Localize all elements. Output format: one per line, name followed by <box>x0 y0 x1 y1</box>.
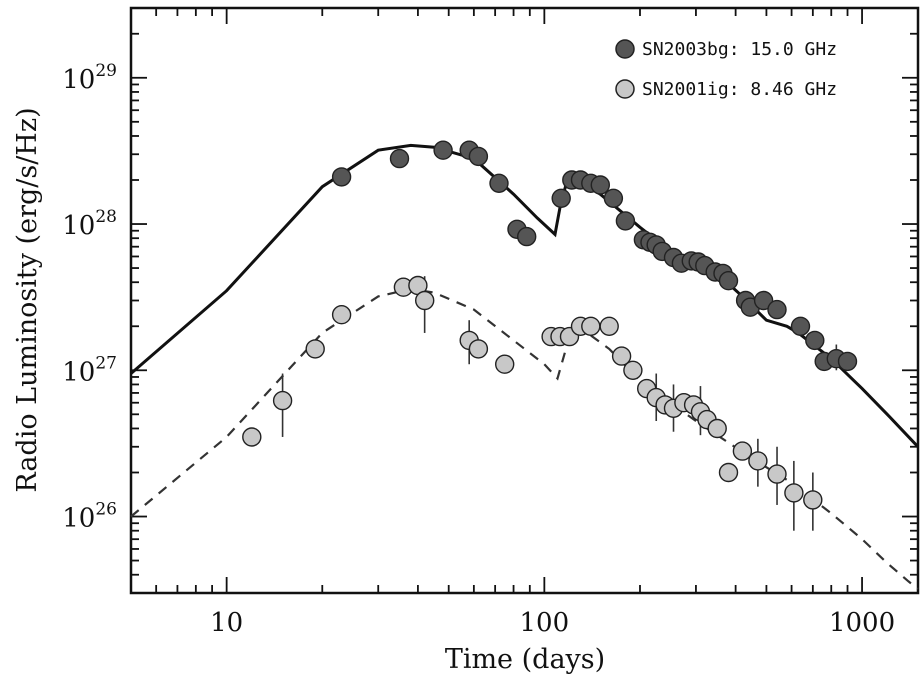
y-tick-label: 1027 <box>62 353 117 387</box>
data-point-series-0 <box>389 148 410 169</box>
y-tick-base: 10 <box>62 211 95 241</box>
model-curve-solid <box>130 143 920 448</box>
x-axis-label: Time (days) <box>445 644 605 675</box>
data-point-series-1 <box>718 462 739 483</box>
data-point-series-0 <box>433 140 453 160</box>
data-point-series-0 <box>615 211 636 231</box>
data-point-series-1 <box>767 464 787 484</box>
y-tick-exponent: 27 <box>95 353 117 373</box>
data-points <box>242 140 858 510</box>
y-tick-base: 10 <box>62 357 95 387</box>
legend-marker-sn2001ig <box>615 79 635 99</box>
y-tick-exponent: 26 <box>95 500 117 520</box>
y-tick-base: 10 <box>62 65 95 95</box>
data-point-series-1 <box>611 346 632 366</box>
data-point-series-0 <box>603 188 624 209</box>
y-tick-label: 1028 <box>62 207 117 241</box>
data-point-series-1 <box>599 316 619 336</box>
data-point-series-0 <box>590 175 610 195</box>
data-point-series-1 <box>331 305 352 325</box>
data-point-series-1 <box>272 390 293 411</box>
x-tick-label: 1000 <box>829 608 895 638</box>
x-tick-label: 100 <box>520 608 570 638</box>
model-curve-dashed <box>130 287 919 590</box>
data-point-series-1 <box>305 339 325 359</box>
data-point-series-1 <box>242 427 262 447</box>
data-point-series-1 <box>748 451 768 471</box>
y-tick-label: 1029 <box>62 61 117 95</box>
data-point-series-1 <box>468 339 489 359</box>
data-point-series-1 <box>707 418 727 439</box>
data-point-series-0 <box>805 330 825 351</box>
data-point-series-0 <box>718 271 739 291</box>
data-point-series-1 <box>581 316 601 336</box>
data-point-series-1 <box>415 290 435 311</box>
data-point-series-0 <box>468 146 489 167</box>
x-tick-label: 10 <box>210 608 243 638</box>
data-point-series-1 <box>495 354 515 374</box>
y-tick-exponent: 29 <box>95 61 117 81</box>
legend-label-sn2003bg: SN2003bg: 15.0 GHz <box>642 39 837 60</box>
data-point-series-0 <box>517 226 537 247</box>
data-point-series-0 <box>753 290 774 311</box>
legend-label-sn2001ig: SN2001ig: 8.46 GHz <box>642 79 837 100</box>
data-point-series-0 <box>767 299 787 320</box>
data-point-series-1 <box>803 490 823 510</box>
data-point-series-0 <box>837 351 858 372</box>
data-point-series-1 <box>732 441 753 461</box>
legend-marker-sn2003bg <box>615 39 635 59</box>
data-point-series-0 <box>790 316 811 336</box>
model-curves <box>130 143 920 590</box>
data-point-series-1 <box>623 360 643 380</box>
data-point-series-0 <box>489 173 509 194</box>
data-point-series-0 <box>331 167 352 187</box>
data-point-series-0 <box>551 188 571 209</box>
data-point-series-1 <box>784 483 804 503</box>
x-tick-labels: 10 100 1000 <box>210 608 895 638</box>
y-tick-base: 10 <box>62 504 95 534</box>
legend: SN2003bg: 15.0 GHz SN2001ig: 8.46 GHz <box>615 39 837 100</box>
y-axis-label: Radio Luminosity (erg/s/Hz) <box>12 107 43 492</box>
y-tick-exponent: 28 <box>95 207 117 227</box>
y-tick-label: 1026 <box>62 500 117 534</box>
axis-ticks <box>130 7 918 594</box>
